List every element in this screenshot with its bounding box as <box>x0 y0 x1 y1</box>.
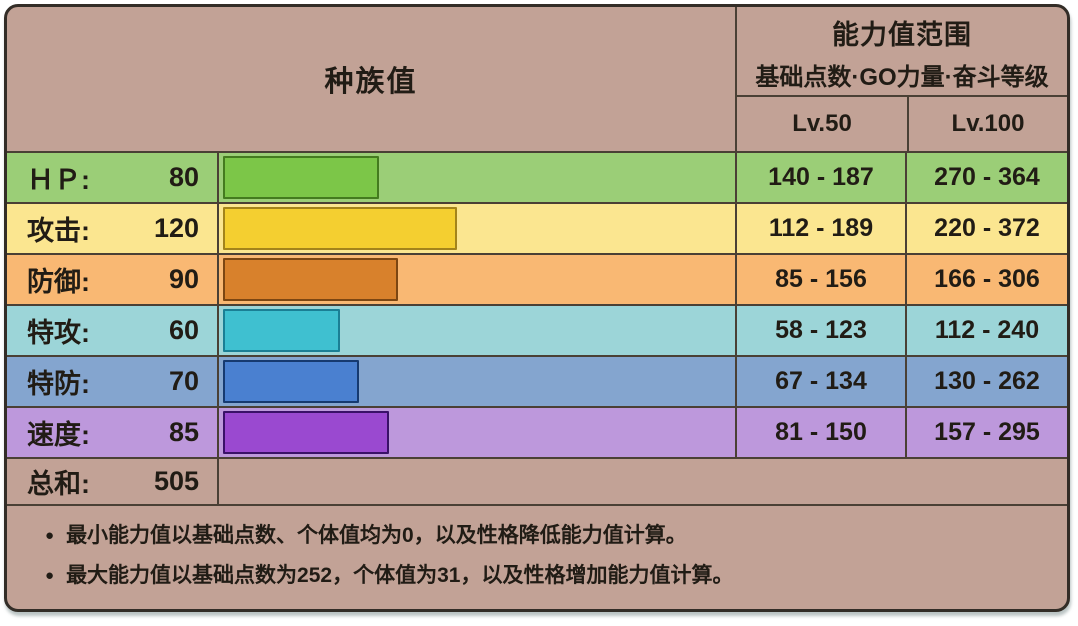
lv100-column-header: Lv.100 <box>907 97 1067 151</box>
sp-defense-label-cell: 特防: 70 <box>7 357 217 406</box>
base-stats-title: 种族值 <box>324 66 418 98</box>
sp-defense-lv100-range: 130 - 262 <box>905 357 1067 406</box>
sp-attack-bar-cell <box>217 306 735 355</box>
sp-defense-lv50-range: 67 - 134 <box>735 357 905 406</box>
attack-lv100-range: 220 - 372 <box>905 204 1067 253</box>
bullet-icon: ● <box>45 527 55 544</box>
stat-label: 特攻: <box>27 318 90 348</box>
defense-label-cell: 防御: 90 <box>7 255 217 304</box>
attack-lv50-range: 112 - 189 <box>735 204 905 253</box>
hp-label-cell: ＨＰ: 80 <box>7 153 217 202</box>
footnote-max: ● 最大能力值以基础点数为252，个体值为31，以及性格增加能力值计算。 <box>45 561 1047 590</box>
footnote-text: 最小能力值以基础点数、个体值均为0，以及性格降低能力值计算。 <box>66 524 687 547</box>
total-row: 总和: 505 <box>7 457 1067 504</box>
defense-lv100-range: 166 - 306 <box>905 255 1067 304</box>
stat-row-speed: 速度: 85 81 - 150 157 - 295 <box>7 406 1067 457</box>
stat-value: 90 <box>168 264 199 294</box>
footnote-min: ● 最小能力值以基础点数、个体值均为0，以及性格降低能力值计算。 <box>45 521 1047 550</box>
table-header: 种族值 能力值范围 基础点数·GO力量·奋斗等级 Lv.50 Lv.100 <box>7 7 1067 151</box>
speed-stat-bar <box>223 411 389 454</box>
stat-row-sp-attack: 特攻: 60 58 - 123 112 - 240 <box>7 304 1067 355</box>
hp-lv100-range: 270 - 364 <box>905 153 1067 202</box>
hp-bar-cell <box>217 153 735 202</box>
stat-label: ＨＰ: <box>27 165 90 195</box>
stat-value: 120 <box>153 213 199 243</box>
stat-value: 60 <box>168 315 199 345</box>
stat-range-header: 能力值范围 基础点数·GO力量·奋斗等级 Lv.50 Lv.100 <box>735 7 1067 151</box>
lv50-column-header: Lv.50 <box>792 110 852 137</box>
stat-label: 速度: <box>27 420 90 450</box>
sp-defense-stat-bar <box>223 360 359 403</box>
speed-label-cell: 速度: 85 <box>7 408 217 457</box>
attack-stat-bar <box>223 207 457 250</box>
stat-label: 特防: <box>27 369 90 399</box>
speed-bar-cell <box>217 408 735 457</box>
stat-row-hp: ＨＰ: 80 140 - 187 270 - 364 <box>7 151 1067 202</box>
defense-stat-bar <box>223 258 398 301</box>
stat-row-sp-defense: 特防: 70 67 - 134 130 - 262 <box>7 355 1067 406</box>
attack-bar-cell <box>217 204 735 253</box>
defense-bar-cell <box>217 255 735 304</box>
attack-label-cell: 攻击: 120 <box>7 204 217 253</box>
total-value: 505 <box>153 466 199 496</box>
total-empty-cell <box>217 459 1067 504</box>
stat-label: 防御: <box>27 267 90 297</box>
total-label-cell: 总和: 505 <box>7 459 217 504</box>
range-title: 能力值范围 <box>832 19 972 50</box>
hp-lv50-range: 140 - 187 <box>735 153 905 202</box>
sp-attack-lv100-range: 112 - 240 <box>905 306 1067 355</box>
stat-value: 85 <box>168 417 199 447</box>
stat-value: 80 <box>168 162 199 192</box>
level-header-row: Lv.50 Lv.100 <box>737 97 1067 151</box>
range-subtitle: 基础点数·GO力量·奋斗等级 <box>755 63 1049 91</box>
sp-attack-lv50-range: 58 - 123 <box>735 306 905 355</box>
sp-defense-bar-cell <box>217 357 735 406</box>
hp-stat-bar <box>223 156 379 199</box>
defense-lv50-range: 85 - 156 <box>735 255 905 304</box>
footnotes: ● 最小能力值以基础点数、个体值均为0，以及性格降低能力值计算。 ● 最大能力值… <box>7 504 1067 609</box>
stat-value: 70 <box>168 366 199 396</box>
base-stats-table: 种族值 能力值范围 基础点数·GO力量·奋斗等级 Lv.50 Lv.100 ＨＰ… <box>4 4 1070 612</box>
stat-row-defense: 防御: 90 85 - 156 166 - 306 <box>7 253 1067 304</box>
bullet-icon: ● <box>45 567 55 584</box>
speed-lv100-range: 157 - 295 <box>905 408 1067 457</box>
stat-range-header-top: 能力值范围 基础点数·GO力量·奋斗等级 <box>737 7 1067 97</box>
total-label: 总和: <box>27 469 90 499</box>
footnote-text: 最大能力值以基础点数为252，个体值为31，以及性格增加能力值计算。 <box>66 564 734 587</box>
speed-lv50-range: 81 - 150 <box>735 408 905 457</box>
sp-attack-label-cell: 特攻: 60 <box>7 306 217 355</box>
stat-label: 攻击: <box>27 216 90 246</box>
stat-row-attack: 攻击: 120 112 - 189 220 - 372 <box>7 202 1067 253</box>
sp-attack-stat-bar <box>223 309 340 352</box>
base-stats-title-cell: 种族值 <box>7 7 735 151</box>
